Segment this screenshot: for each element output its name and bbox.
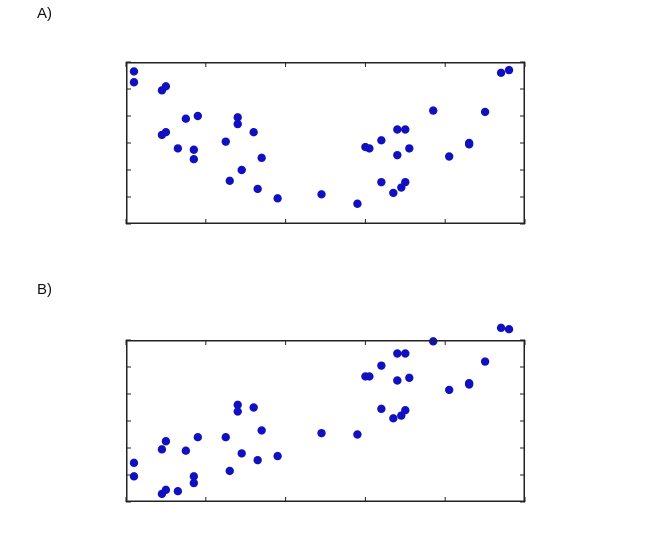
- data-point: [377, 136, 386, 145]
- data-point: [193, 433, 203, 442]
- data-point: [353, 199, 362, 208]
- data-point: [464, 140, 474, 149]
- data-point: [233, 119, 242, 129]
- data-point: [189, 478, 199, 488]
- data-point: [233, 407, 242, 416]
- data-point: [496, 323, 506, 333]
- data-point: [401, 406, 410, 415]
- data-point: [393, 349, 402, 358]
- data-point: [393, 150, 402, 160]
- data-point: [464, 379, 474, 388]
- data-point: [504, 325, 514, 334]
- data-point: [233, 113, 242, 122]
- data-point: [365, 372, 374, 381]
- data-point: [253, 455, 262, 465]
- data-point: [257, 153, 266, 163]
- data-point: [317, 190, 326, 199]
- data-point: [273, 194, 282, 203]
- data-point: [480, 357, 490, 366]
- panel-a-label: A): [37, 5, 52, 22]
- data-point: [444, 385, 454, 395]
- data-point: [393, 125, 402, 134]
- data-point: [389, 188, 398, 198]
- data-point: [221, 433, 230, 442]
- plot-frame: [126, 340, 525, 502]
- data-point: [181, 114, 191, 123]
- data-point: [393, 376, 402, 385]
- data-point: [237, 449, 246, 458]
- data-point: [173, 144, 183, 153]
- data-point: [444, 152, 454, 161]
- data-point: [249, 403, 258, 412]
- data-point: [365, 144, 374, 153]
- data-point: [317, 428, 326, 438]
- data-point: [129, 458, 139, 468]
- data-point: [225, 176, 234, 185]
- data-point: [161, 82, 171, 91]
- data-point: [504, 65, 514, 75]
- data-point: [181, 446, 191, 455]
- data-point: [221, 137, 230, 146]
- data-point: [189, 472, 199, 481]
- data-point: [377, 177, 386, 187]
- data-point: [161, 485, 171, 495]
- data-point: [189, 145, 199, 154]
- data-point: [389, 414, 398, 423]
- plot-frame: [126, 62, 525, 224]
- scatter-chart-a: [125, 61, 526, 225]
- data-point: [377, 361, 386, 370]
- data-point: [480, 107, 490, 117]
- data-point: [405, 144, 414, 153]
- data-point: [189, 155, 199, 164]
- data-point: [249, 128, 258, 137]
- data-point: [405, 373, 414, 382]
- data-point: [225, 466, 234, 476]
- panel-b-label: B): [37, 281, 52, 298]
- data-point: [253, 184, 262, 194]
- data-point: [257, 426, 266, 435]
- data-point: [401, 177, 410, 187]
- data-point: [401, 125, 410, 134]
- data-point: [496, 68, 506, 77]
- data-point: [429, 106, 438, 115]
- data-point: [161, 128, 171, 137]
- data-point: [129, 472, 139, 481]
- data-point: [401, 349, 410, 358]
- data-point: [377, 404, 386, 414]
- data-point: [273, 451, 282, 461]
- data-point: [233, 400, 242, 409]
- data-point: [161, 437, 171, 446]
- data-point: [193, 111, 203, 121]
- data-point: [173, 487, 183, 496]
- scatter-chart-b: [125, 323, 526, 503]
- data-point: [129, 67, 139, 76]
- data-point: [129, 78, 139, 87]
- data-point: [237, 165, 246, 175]
- data-point: [157, 445, 167, 454]
- data-point: [353, 430, 362, 439]
